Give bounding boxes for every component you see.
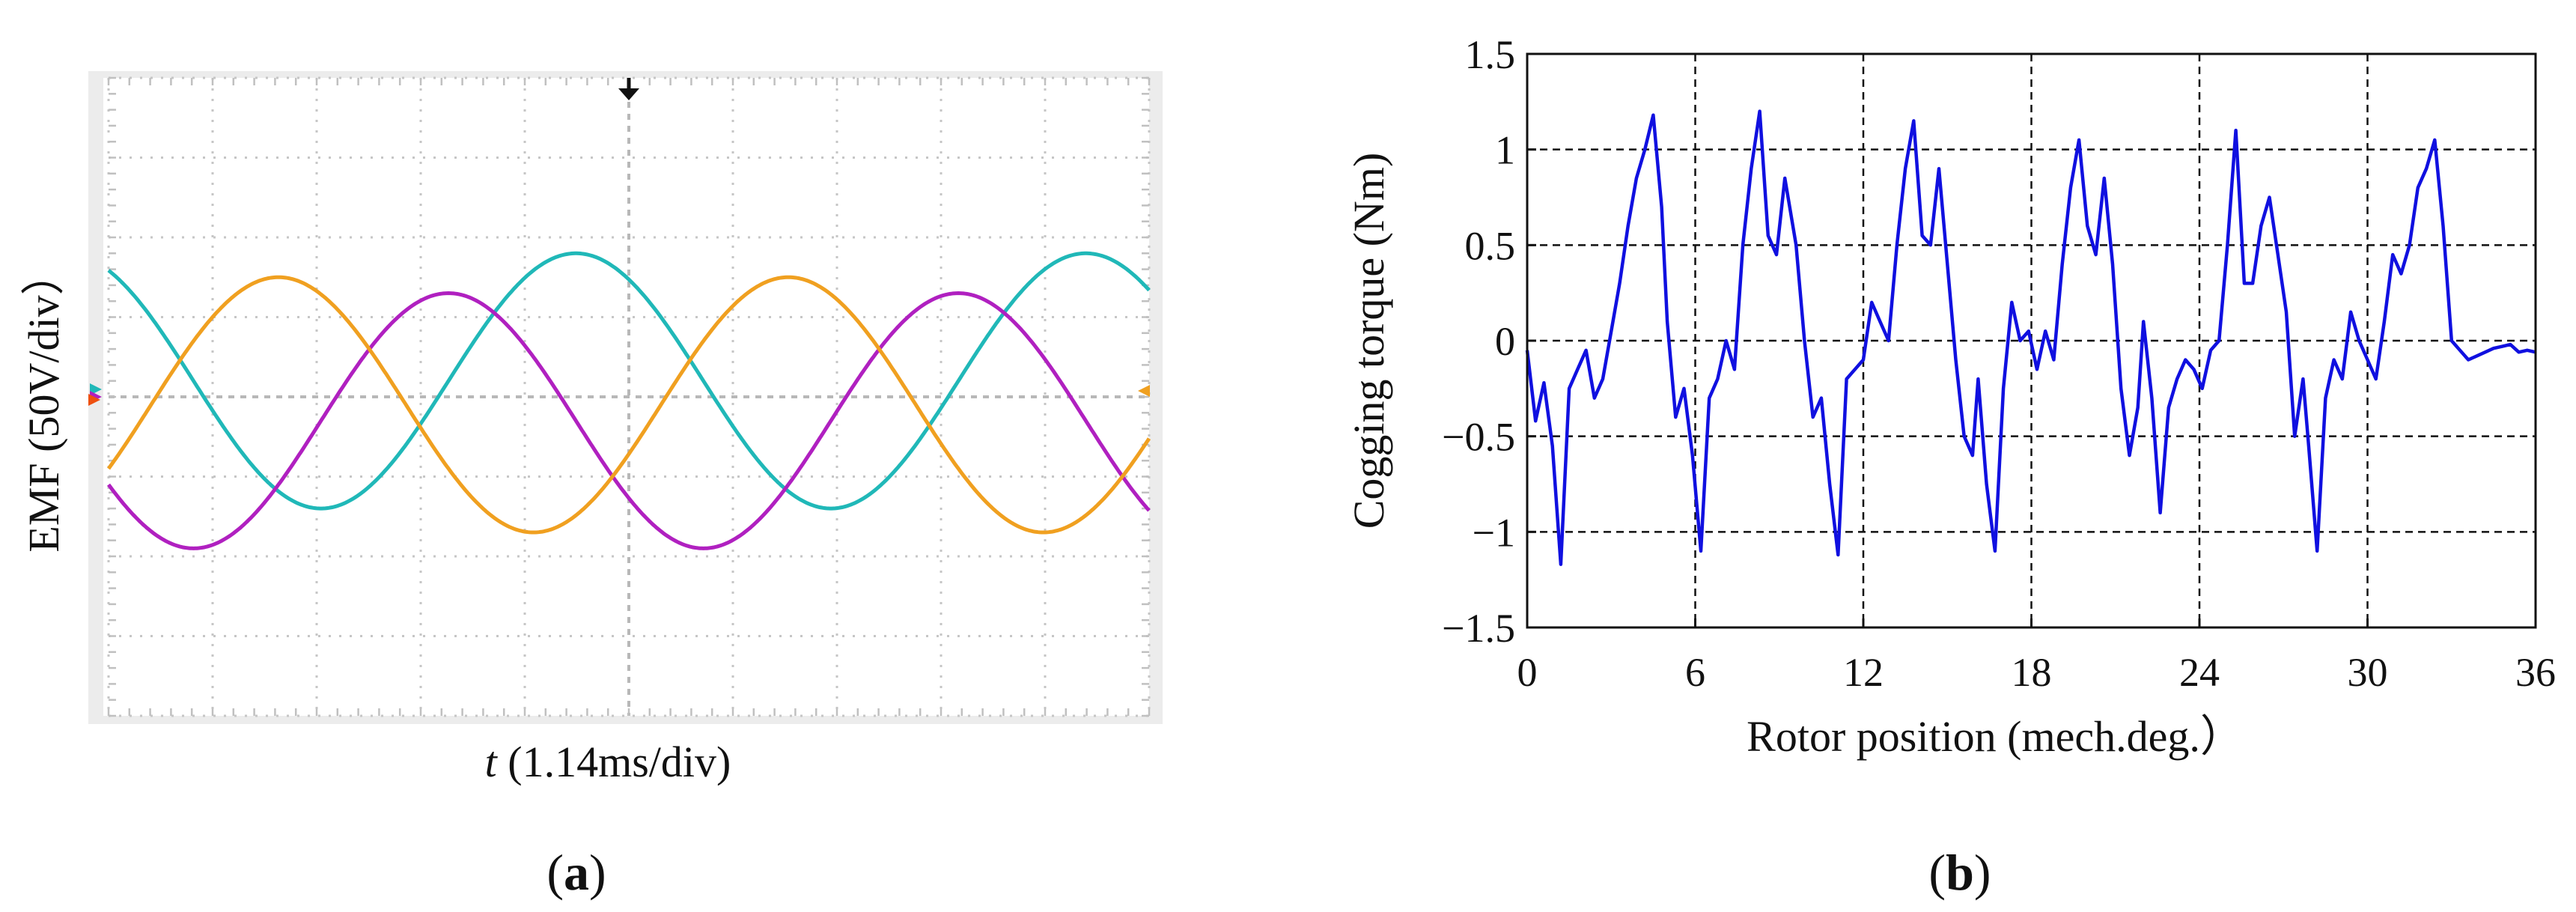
panel-b-xlabel: Rotor position (mech.deg.） [1747,712,2244,761]
x-tick-label: 6 [1685,650,1705,695]
y-tick-label: 0.5 [1465,223,1516,268]
y-tick-label: −1.5 [1442,606,1515,651]
caption-b-close: ) [1974,844,1991,901]
caption-a: (a) [546,844,606,901]
caption-a-letter: a [564,844,589,901]
plot-b-ytick-labels: −1.5 −1 −0.5 0 0.5 1 1.5 [1442,32,1515,651]
plot-b-grid [1527,54,2536,627]
scope-traces [106,251,1151,550]
y-tick-label: 0 [1495,319,1515,364]
plot-b-ticks [1526,52,2537,629]
panel-b: −1.5 −1 −0.5 0 0.5 1 1.5 0 6 12 18 24 30 36 Cogging … [1345,32,2556,901]
y-tick-label: −0.5 [1442,415,1515,460]
x-tick-label: 12 [1843,650,1884,695]
trigger-position-icon [618,88,639,100]
scope-trace-3 [106,275,1151,535]
scope-trace-2 [106,291,1151,550]
panel-a-xlabel-rest: (1.14ms/div) [497,738,731,786]
panel-a-ylabel: EMF (50V/div） [19,252,68,552]
series-line-cogging-torque [1525,109,2536,566]
scope-markers [88,78,1150,406]
y-tick-label: 1.5 [1465,32,1516,77]
scope-trace-1 [107,251,1151,511]
caption-b-open: ( [1928,844,1946,901]
caption-b: (b) [1928,844,1991,901]
panel-a-xlabel-var: t [485,738,499,786]
x-tick-label: 18 [2012,650,2052,695]
plot-b-xtick-labels: 0 6 12 18 24 30 36 [1517,650,2557,695]
scope-grid [107,76,1151,717]
y-tick-label: 1 [1495,128,1515,173]
x-tick-label: 36 [2515,650,2556,695]
panel-a-xlabel: t (1.14ms/div) [485,738,731,786]
caption-a-close: ) [589,844,606,901]
caption-a-open: ( [546,844,564,901]
trigger-level-icon [1138,385,1150,397]
x-tick-label: 0 [1517,650,1538,695]
channel-3-marker-icon [88,394,100,406]
panel-a: EMF (50V/div） t (1.14ms/div) (a) [19,71,1163,901]
x-tick-label: 24 [2179,650,2220,695]
y-tick-label: −1 [1473,510,1515,555]
caption-b-letter: b [1946,844,1974,901]
x-tick-label: 30 [2348,650,2388,695]
panel-b-ylabel: Cogging torque (Nm) [1345,153,1393,529]
